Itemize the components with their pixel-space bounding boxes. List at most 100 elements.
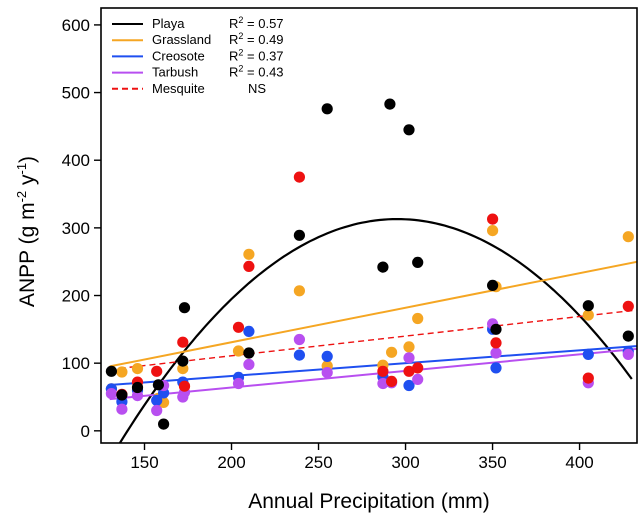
legend-entry-tarbush: Tarbush R2 = 0.43 (112, 64, 284, 80)
point-mesquite (403, 365, 415, 377)
point-tarbush (321, 367, 333, 379)
point-mesquite (582, 372, 594, 384)
fit-line-grassland (109, 260, 637, 368)
point-tarbush (293, 333, 305, 346)
point-playa (377, 261, 389, 273)
point-grassland (403, 341, 415, 353)
point-playa (243, 347, 255, 359)
fit-line-tarbush (109, 347, 637, 401)
y-axis-title-end: ) (16, 156, 39, 163)
point-playa (321, 103, 333, 115)
point-tarbush (243, 358, 255, 371)
point-playa (293, 229, 305, 241)
legend-entry-creosote: Creosote R2 = 0.37 (112, 47, 284, 63)
point-grassland (412, 312, 424, 325)
point-grassland (232, 345, 245, 357)
point-tarbush (412, 373, 424, 385)
x-tick-label: 150 (130, 453, 158, 472)
legend-entry-playa: Playa R2 = 0.57 (112, 15, 284, 31)
x-tick-label: 400 (565, 453, 593, 472)
x-tick-label: 350 (478, 453, 506, 472)
point-playa (384, 98, 396, 110)
y-tick-label: 500 (62, 84, 90, 103)
legend-entry-grassland: Grassland R2 = 0.49 (112, 31, 284, 47)
point-mesquite (487, 213, 499, 225)
legend: Playa R2 = 0.57 Grassland R2 = 0.49 Creo… (112, 15, 284, 96)
point-playa (116, 389, 128, 401)
point-mesquite (412, 362, 424, 374)
legend-r2-playa: R2 = 0.57 (229, 15, 284, 31)
point-grassland (582, 309, 594, 321)
fit-lines (109, 218, 637, 443)
point-tarbush (377, 377, 389, 390)
legend-entry-mesquite: Mesquite NS (112, 81, 266, 96)
point-grassland (622, 231, 634, 243)
point-creosote (321, 350, 333, 362)
point-tarbush (105, 388, 117, 400)
point-creosote (293, 349, 305, 361)
point-grassland (131, 363, 144, 375)
legend-label-playa: Playa (152, 16, 185, 31)
axis-ticks: 150 200 250 300 350 400 0 100 200 300 400 500 600 (62, 16, 594, 472)
x-axis-title: Annual Precipitation (mm) (248, 490, 490, 513)
fit-line-creosote (109, 345, 637, 386)
point-playa (131, 381, 144, 394)
legend-label-creosote: Creosote (152, 48, 205, 63)
legend-r2-grassland: R2 = 0.49 (229, 31, 284, 47)
point-creosote (582, 348, 594, 360)
point-grassland (243, 248, 255, 260)
point-creosote (243, 325, 255, 337)
point-playa (412, 256, 424, 268)
point-grassland (487, 225, 499, 237)
point-tarbush (403, 352, 415, 364)
point-playa (152, 379, 164, 391)
y-axis-title-mid: y (16, 174, 39, 191)
point-grassland (386, 346, 398, 358)
point-mesquite (293, 171, 305, 183)
point-playa (403, 124, 415, 136)
point-tarbush (622, 348, 634, 360)
point-playa (487, 279, 499, 291)
point-grassland (116, 366, 128, 378)
point-mesquite (377, 365, 389, 377)
point-creosote (490, 362, 502, 374)
y-axis-title: ANPP (g m-2 y-1) (14, 156, 39, 307)
point-tarbush (151, 404, 163, 417)
point-mesquite (232, 321, 245, 333)
point-playa (582, 300, 594, 312)
data-points (105, 98, 634, 430)
point-mesquite (177, 336, 189, 348)
y-tick-label: 200 (62, 287, 90, 306)
legend-label-grassland: Grassland (152, 32, 211, 47)
y-tick-label: 300 (62, 219, 90, 238)
point-tarbush (232, 377, 245, 390)
x-tick-label: 200 (217, 453, 245, 472)
x-tick-label: 250 (304, 453, 332, 472)
y-tick-label: 400 (62, 151, 90, 170)
y-tick-label: 0 (81, 422, 90, 441)
y-tick-label: 600 (62, 16, 90, 35)
point-grassland (293, 285, 305, 297)
y-axis-title-sup1: -2 (14, 191, 29, 203)
legend-r2-tarbush: R2 = 0.43 (229, 64, 284, 80)
point-mesquite (386, 375, 398, 387)
point-playa (178, 302, 191, 314)
point-mesquite (490, 337, 502, 349)
legend-ns-mesquite: NS (248, 81, 266, 96)
y-axis-title-sup2: -1 (14, 163, 29, 175)
point-playa (490, 323, 502, 335)
point-playa (105, 365, 117, 377)
point-tarbush (131, 390, 144, 402)
legend-label-tarbush: Tarbush (152, 65, 198, 80)
plot-frame (100, 7, 638, 444)
legend-r2-creosote: R2 = 0.37 (229, 47, 284, 63)
x-tick-label: 300 (391, 453, 419, 472)
point-tarbush (116, 403, 128, 415)
point-playa (622, 330, 634, 342)
point-mesquite (622, 300, 634, 312)
y-tick-label: 100 (62, 354, 90, 373)
fit-line-playa (118, 218, 633, 443)
point-playa (177, 355, 189, 367)
fit-line-mesquite (109, 309, 637, 371)
